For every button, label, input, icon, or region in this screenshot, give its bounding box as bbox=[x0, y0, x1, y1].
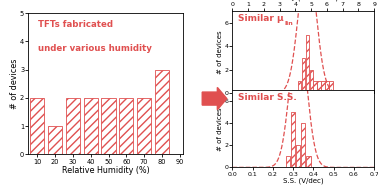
Text: under various humidity: under various humidity bbox=[38, 44, 152, 53]
Bar bbox=[286, 156, 290, 167]
Bar bbox=[310, 70, 313, 93]
Bar bbox=[84, 98, 98, 154]
Y-axis label: # of devices: # of devices bbox=[217, 107, 223, 151]
Text: Similar S.S.: Similar S.S. bbox=[238, 93, 297, 102]
Bar bbox=[119, 98, 133, 154]
X-axis label: Relative Humidity (%): Relative Humidity (%) bbox=[62, 166, 150, 175]
Bar bbox=[318, 81, 321, 93]
Bar bbox=[329, 81, 333, 93]
Bar bbox=[306, 35, 309, 93]
Bar bbox=[325, 81, 328, 93]
Text: TFTs fabricated: TFTs fabricated bbox=[38, 20, 113, 29]
Bar bbox=[30, 98, 44, 154]
Y-axis label: # of devices: # of devices bbox=[217, 30, 223, 74]
Bar bbox=[155, 70, 169, 154]
Bar bbox=[66, 98, 80, 154]
Text: Similar μ: Similar μ bbox=[238, 15, 284, 23]
Bar bbox=[291, 112, 295, 167]
X-axis label: Mobility (cm²V⁻¹s⁻¹): Mobility (cm²V⁻¹s⁻¹) bbox=[268, 0, 338, 1]
Bar bbox=[301, 123, 305, 167]
Bar bbox=[313, 81, 317, 93]
Bar bbox=[302, 58, 305, 93]
Bar bbox=[137, 98, 151, 154]
Bar bbox=[321, 81, 325, 93]
Bar bbox=[298, 81, 301, 93]
Bar bbox=[306, 156, 311, 167]
Text: lin: lin bbox=[284, 21, 293, 26]
Bar bbox=[48, 126, 62, 154]
Bar bbox=[296, 145, 301, 167]
Y-axis label: # of devices: # of devices bbox=[9, 59, 19, 109]
X-axis label: S.S. (V/dec): S.S. (V/dec) bbox=[283, 178, 324, 185]
Bar bbox=[101, 98, 116, 154]
